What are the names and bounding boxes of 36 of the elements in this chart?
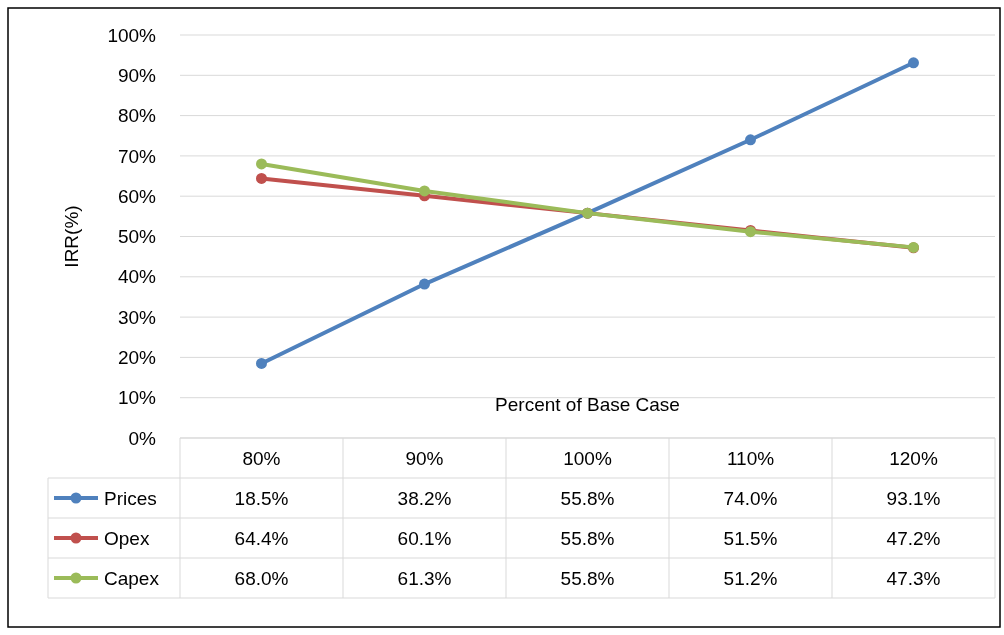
x-tick-label: 100% [563, 447, 612, 469]
data-label: 51.5% [723, 527, 778, 549]
y-tick-label: 100% [107, 24, 157, 46]
data-label: 55.8% [560, 527, 615, 549]
y-tick-label: 0% [128, 427, 157, 449]
data-label: 61.3% [397, 567, 452, 589]
y-axis-title: IRR(%) [61, 205, 82, 268]
data-label: 55.8% [560, 567, 615, 589]
data-label: 38.2% [397, 487, 452, 509]
y-tick-label: 20% [117, 347, 157, 369]
legend-label: Opex [104, 527, 150, 549]
data-label: 18.5% [234, 487, 289, 509]
data-label: 93.1% [886, 487, 941, 509]
y-tick-label: 80% [117, 105, 157, 127]
x-axis-title: Percent of Base Case [495, 394, 680, 415]
y-tick-label: 50% [117, 226, 157, 248]
data-label: 55.8% [560, 487, 615, 509]
x-tick-label: 110% [726, 447, 775, 469]
x-tick-label: 90% [405, 447, 444, 469]
data-label: 64.4% [234, 527, 289, 549]
x-tick-label: 120% [889, 447, 938, 469]
y-tick-label: 30% [117, 306, 157, 328]
data-label: 47.3% [886, 567, 941, 589]
legend-label: Prices [104, 487, 157, 509]
data-label: 74.0% [723, 487, 778, 509]
data-label: 68.0% [234, 567, 289, 589]
y-tick-label: 10% [117, 387, 157, 409]
data-label: 51.2% [723, 567, 778, 589]
y-tick-label: 40% [117, 266, 157, 288]
data-label: 60.1% [397, 527, 452, 549]
x-tick-label: 80% [242, 447, 281, 469]
y-tick-label: 70% [117, 145, 157, 167]
y-tick-label: 90% [117, 64, 157, 86]
legend-label: Capex [104, 567, 160, 589]
data-label: 47.2% [886, 527, 941, 549]
y-tick-label: 60% [117, 185, 157, 207]
